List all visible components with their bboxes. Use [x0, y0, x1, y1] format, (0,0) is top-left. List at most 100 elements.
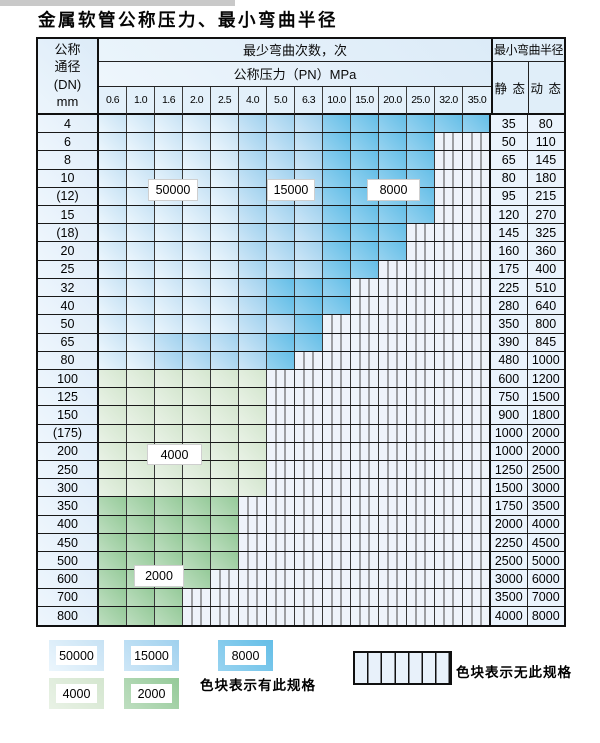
static-radius-cell: 900	[491, 406, 528, 424]
dynamic-column-header: 动 态	[527, 61, 564, 115]
dynamic-radius-cell: 3000	[527, 479, 564, 497]
spec-cell	[155, 133, 183, 151]
no-spec-cell	[323, 388, 351, 406]
spec-cell	[295, 206, 323, 224]
spec-cell	[127, 206, 155, 224]
no-spec-cell	[435, 187, 463, 206]
spec-cell	[183, 552, 211, 570]
spec-cell	[379, 224, 407, 242]
no-spec-cell	[407, 351, 435, 369]
spec-cell	[99, 242, 127, 260]
spec-cell	[99, 570, 127, 588]
spec-cell	[211, 187, 239, 206]
no-spec-cell	[379, 406, 407, 424]
spec-cell	[99, 351, 127, 369]
spec-cell	[323, 206, 351, 224]
static-radius-cell: 600	[491, 369, 528, 388]
dynamic-radius-cell: 110	[527, 133, 564, 151]
no-spec-cell	[267, 388, 295, 406]
no-spec-swatch	[353, 651, 452, 685]
spec-cell	[351, 206, 379, 224]
spec-cell	[295, 278, 323, 297]
spec-cell	[211, 406, 239, 424]
has-spec-label: 色块表示有此规格	[200, 678, 316, 693]
spec-cell	[127, 297, 155, 315]
legend-chip-4000: 4000	[49, 678, 104, 709]
no-spec-cell	[239, 588, 267, 606]
no-spec-cell	[435, 169, 463, 187]
no-spec-cell	[295, 369, 323, 388]
no-spec-cell	[463, 206, 491, 224]
no-spec-cell	[463, 260, 491, 278]
table-row: (175) 1000 2000	[38, 424, 564, 443]
no-spec-cell	[379, 315, 407, 333]
spec-cell	[99, 515, 127, 533]
spec-cell	[295, 224, 323, 242]
table-row: 4 35 80	[38, 115, 564, 134]
no-spec-cell	[435, 479, 463, 497]
no-spec-cell	[183, 606, 211, 625]
dn-cell: (18)	[38, 224, 99, 242]
spec-cell	[295, 133, 323, 151]
no-spec-cell	[351, 424, 379, 442]
no-spec-cell	[323, 406, 351, 424]
spec-cell	[323, 224, 351, 242]
no-spec-cell	[351, 606, 379, 625]
spec-cell	[239, 206, 267, 224]
spec-cell	[155, 351, 183, 369]
dn-cell: (175)	[38, 424, 99, 442]
no-spec-cell	[379, 333, 407, 351]
no-spec-cell	[379, 533, 407, 552]
no-spec-cell	[379, 588, 407, 606]
spec-cell	[239, 479, 267, 497]
no-spec-cell	[407, 260, 435, 278]
no-spec-cell	[407, 369, 435, 388]
spec-cell	[183, 461, 211, 479]
legend-chip-2000: 2000	[124, 678, 179, 709]
no-spec-cell	[435, 133, 463, 151]
no-spec-cell	[239, 515, 267, 533]
no-spec-cell	[463, 388, 491, 406]
spec-cell	[155, 533, 183, 552]
no-spec-cell	[407, 442, 435, 461]
cycle-count-label: 2000	[134, 564, 184, 587]
no-spec-cell	[463, 224, 491, 242]
min-bend-radius-header: 最小弯曲半径	[491, 39, 564, 62]
no-spec-cell	[407, 278, 435, 297]
no-spec-cell	[463, 351, 491, 369]
scan-artifact	[0, 0, 235, 6]
spec-cell	[211, 515, 239, 533]
spec-cell	[267, 242, 295, 260]
spec-cell	[155, 588, 183, 606]
no-spec-cell	[379, 479, 407, 497]
spec-cell	[239, 115, 267, 133]
dn-cell: 200	[38, 442, 99, 461]
spec-cell	[239, 351, 267, 369]
no-spec-cell	[323, 533, 351, 552]
no-spec-cell	[435, 442, 463, 461]
static-radius-cell: 280	[491, 297, 528, 315]
table-row: 250 1250 2500	[38, 461, 564, 480]
no-spec-cell	[435, 224, 463, 242]
spec-cell	[155, 224, 183, 242]
spec-cell	[127, 315, 155, 333]
no-spec-cell	[183, 588, 211, 606]
spec-cell	[379, 206, 407, 224]
no-spec-cell	[435, 606, 463, 625]
spec-cell	[155, 333, 183, 351]
no-spec-cell	[323, 606, 351, 625]
spec-cell	[183, 151, 211, 169]
no-spec-cell	[435, 406, 463, 424]
table-row: 600 3000 6000	[38, 570, 564, 589]
spec-cell	[435, 115, 463, 133]
dn-cell: 150	[38, 406, 99, 424]
spec-cell	[211, 133, 239, 151]
no-spec-cell	[267, 369, 295, 388]
no-spec-cell	[295, 351, 323, 369]
spec-cell	[323, 187, 351, 206]
spec-cell	[211, 115, 239, 133]
no-spec-cell	[323, 442, 351, 461]
spec-cell	[155, 479, 183, 497]
dynamic-radius-cell: 640	[527, 297, 564, 315]
static-radius-cell: 390	[491, 333, 528, 351]
